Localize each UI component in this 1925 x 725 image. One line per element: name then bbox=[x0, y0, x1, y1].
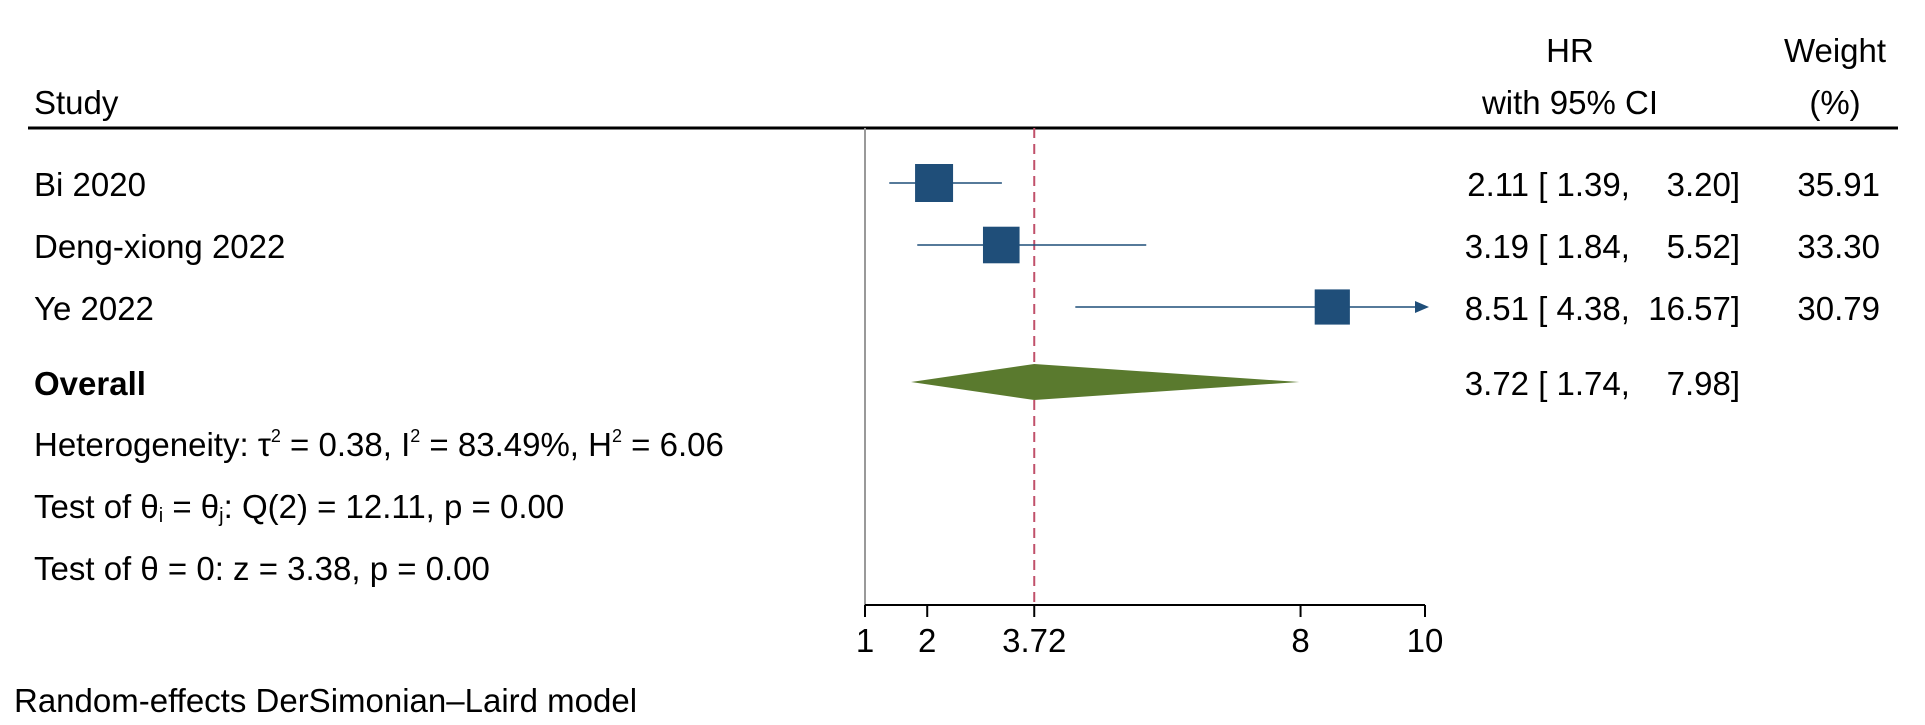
x-tick-label: 2 bbox=[918, 622, 936, 659]
study-name-2: Deng-xiong 2022 bbox=[34, 228, 286, 265]
study-name-3: Ye 2022 bbox=[34, 290, 154, 327]
overall-diamond bbox=[911, 364, 1300, 400]
x-tick-label: 3.72 bbox=[1002, 622, 1066, 659]
study-weight-3: 30.79 bbox=[1797, 290, 1880, 327]
x-tick-label: 1 bbox=[856, 622, 874, 659]
ci-arrow bbox=[1415, 301, 1429, 313]
test-heterogeneity: Test of θi = θj: Q(2) = 12.11, p = 0.00 bbox=[34, 488, 565, 527]
overall-label: Overall bbox=[34, 365, 146, 402]
study-marker bbox=[982, 226, 1020, 264]
model-note: Random-effects DerSimonian–Laird model bbox=[14, 682, 638, 719]
header-hr: HR bbox=[1546, 32, 1594, 69]
study-ci-1: 2.11 [ 1.39, 3.20] bbox=[1467, 166, 1740, 203]
study-marker bbox=[1314, 289, 1350, 325]
header-weight-unit: (%) bbox=[1809, 84, 1861, 121]
study-marker bbox=[915, 164, 954, 202]
heterogeneity-text: Heterogeneity: τ2 = 0.38, I2 = 83.49%, H… bbox=[34, 426, 724, 463]
header-hr-ci: with 95% CI bbox=[1481, 84, 1659, 121]
x-tick-label: 8 bbox=[1291, 622, 1309, 659]
study-name-1: Bi 2020 bbox=[34, 166, 146, 203]
study-weight-1: 35.91 bbox=[1797, 166, 1880, 203]
header-weight: Weight bbox=[1783, 32, 1887, 69]
test-overall-effect: Test of θ = 0: z = 3.38, p = 0.00 bbox=[34, 550, 490, 587]
study-weight-2: 33.30 bbox=[1797, 228, 1880, 265]
overall-ci: 3.72 [ 1.74, 7.98] bbox=[1464, 365, 1740, 402]
study-ci-2: 3.19 [ 1.84, 5.52] bbox=[1464, 228, 1740, 265]
study-ci-3: 8.51 [ 4.38, 16.57] bbox=[1464, 290, 1740, 327]
header-study: Study bbox=[34, 84, 119, 121]
x-tick-label: 10 bbox=[1407, 622, 1444, 659]
